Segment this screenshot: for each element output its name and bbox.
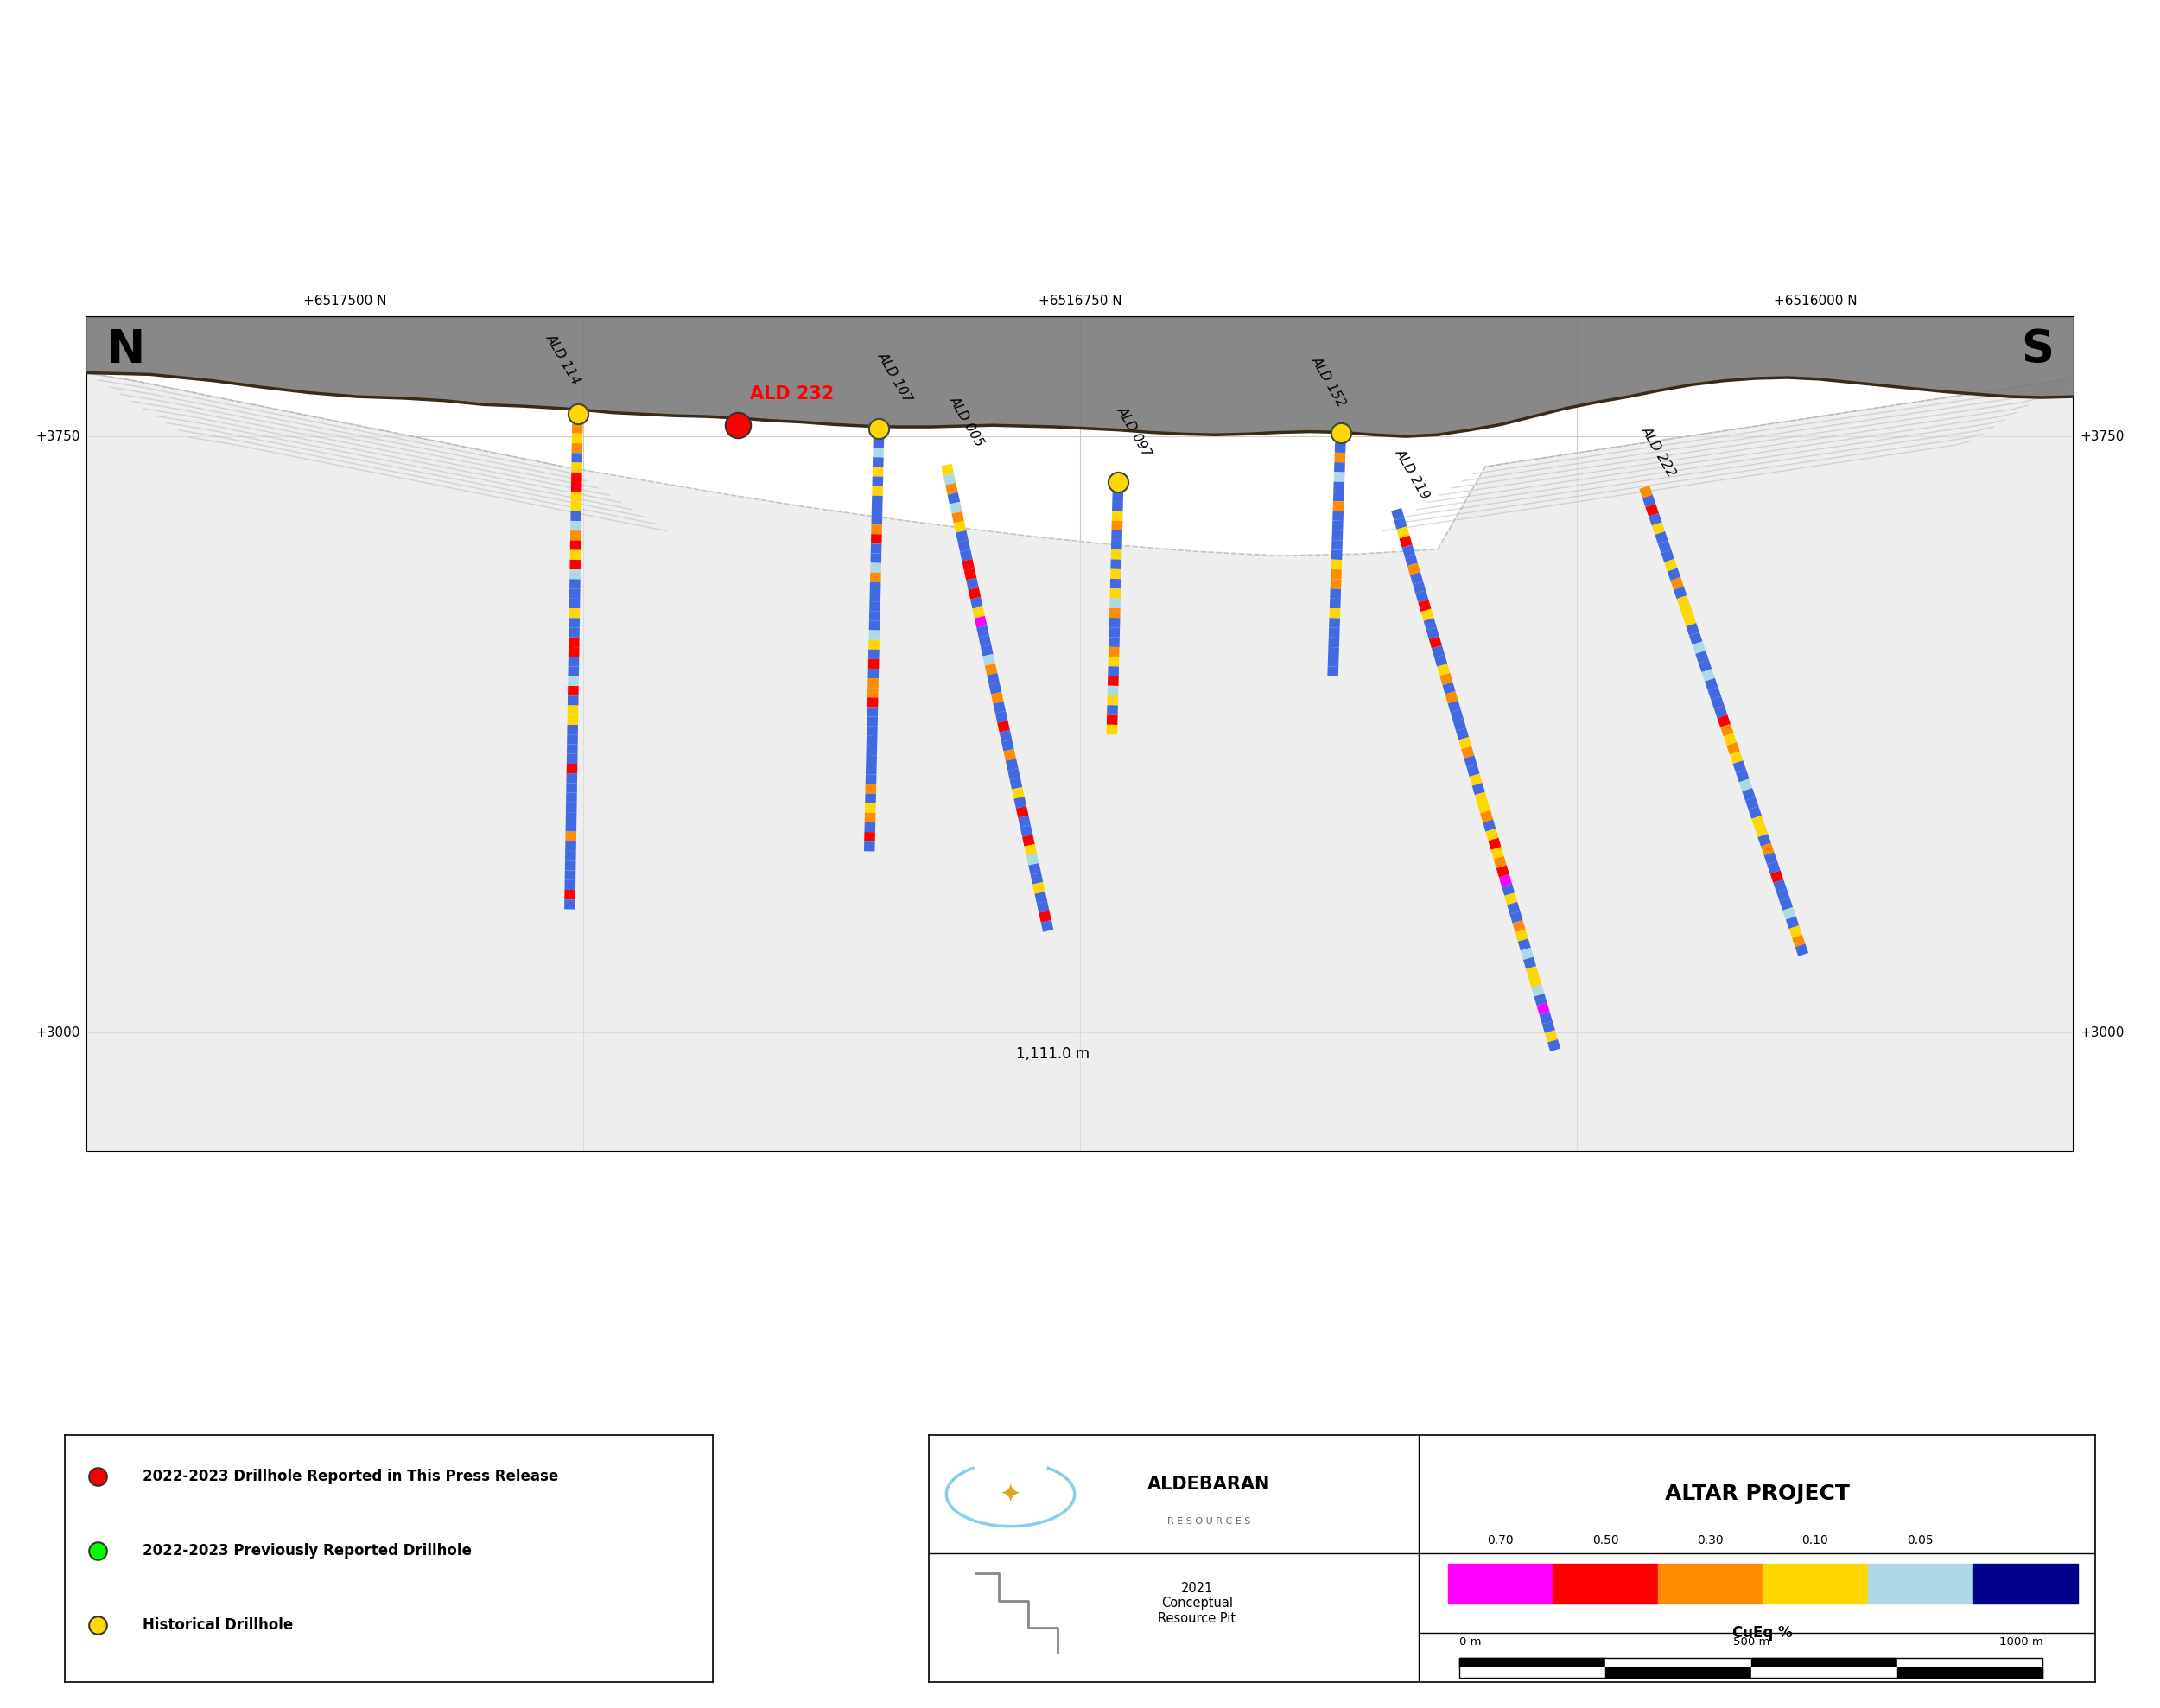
Text: 2022-2023 Previously Reported Drillhole: 2022-2023 Previously Reported Drillhole: [143, 1544, 471, 1559]
Text: 0 m: 0 m: [1460, 1636, 1482, 1648]
Bar: [1553, 1563, 1659, 1604]
Point: [80, 1464, 114, 1491]
Text: Historical Drillhole: Historical Drillhole: [143, 1617, 294, 1633]
Bar: [1972, 1563, 2078, 1604]
Point: [80, 1612, 114, 1640]
Point: [559, 400, 594, 427]
Point: [1324, 420, 1359, 447]
Text: +3000: +3000: [2080, 1027, 2123, 1038]
Text: 0.50: 0.50: [1592, 1534, 1618, 1546]
Text: +6516000 N: +6516000 N: [1773, 294, 1858, 307]
Bar: [1460, 1657, 1605, 1667]
Text: ALD 222: ALD 222: [1639, 424, 1678, 480]
Text: 0.10: 0.10: [1801, 1534, 1830, 1546]
Text: ALD 097: ALD 097: [1115, 405, 1153, 459]
Text: 2022-2023 Drillhole Reported in This Press Release: 2022-2023 Drillhole Reported in This Pre…: [143, 1469, 557, 1484]
Text: 500 m: 500 m: [1732, 1636, 1769, 1648]
Text: 0.30: 0.30: [1698, 1534, 1724, 1546]
Text: 1000 m: 1000 m: [1998, 1636, 2043, 1648]
Point: [721, 412, 756, 439]
Text: +6517500 N: +6517500 N: [302, 294, 387, 307]
Text: S: S: [2022, 328, 2054, 372]
Text: CuEq %: CuEq %: [1732, 1624, 1793, 1641]
Bar: [1896, 1667, 2043, 1677]
Text: 0.70: 0.70: [1486, 1534, 1514, 1546]
Bar: [1763, 1563, 1868, 1604]
Bar: [1752, 1657, 1896, 1667]
Point: [1102, 468, 1136, 495]
Point: [862, 415, 896, 442]
Bar: [1605, 1657, 1752, 1667]
Text: ALTAR PROJECT: ALTAR PROJECT: [1665, 1484, 1849, 1505]
Text: +3000: +3000: [37, 1027, 80, 1038]
Bar: [1460, 1667, 1605, 1677]
Bar: [1605, 1667, 1752, 1677]
Text: 0.05: 0.05: [1907, 1534, 1933, 1546]
Bar: [1447, 1563, 1553, 1604]
Text: 2021
Conceptual
Resource Pit: 2021 Conceptual Resource Pit: [1158, 1582, 1236, 1624]
Text: R E S O U R C E S: R E S O U R C E S: [1166, 1517, 1251, 1525]
Point: [80, 1537, 114, 1565]
Text: ALD 005: ALD 005: [946, 395, 985, 449]
Bar: [1460, 1657, 2043, 1677]
Polygon shape: [86, 372, 2074, 1151]
Text: N: N: [106, 328, 145, 372]
Text: +3750: +3750: [37, 430, 80, 442]
Text: ALD 232: ALD 232: [750, 384, 834, 401]
Polygon shape: [86, 318, 2074, 436]
Text: ALD 219: ALD 219: [1393, 446, 1432, 502]
Text: ALDEBARAN: ALDEBARAN: [1147, 1476, 1270, 1493]
Bar: [1752, 1667, 1896, 1677]
Text: ALD 114: ALD 114: [544, 331, 583, 386]
Bar: [1896, 1657, 2043, 1667]
Text: ALD 152: ALD 152: [1309, 355, 1348, 410]
Text: +3750: +3750: [2080, 430, 2123, 442]
Text: ALD 107: ALD 107: [875, 350, 914, 405]
Text: 1,111.0 m: 1,111.0 m: [1017, 1045, 1091, 1061]
Text: ✦: ✦: [1000, 1481, 1022, 1506]
Bar: [1868, 1563, 1972, 1604]
Text: +6516750 N: +6516750 N: [1039, 294, 1121, 307]
Bar: [1659, 1563, 1763, 1604]
